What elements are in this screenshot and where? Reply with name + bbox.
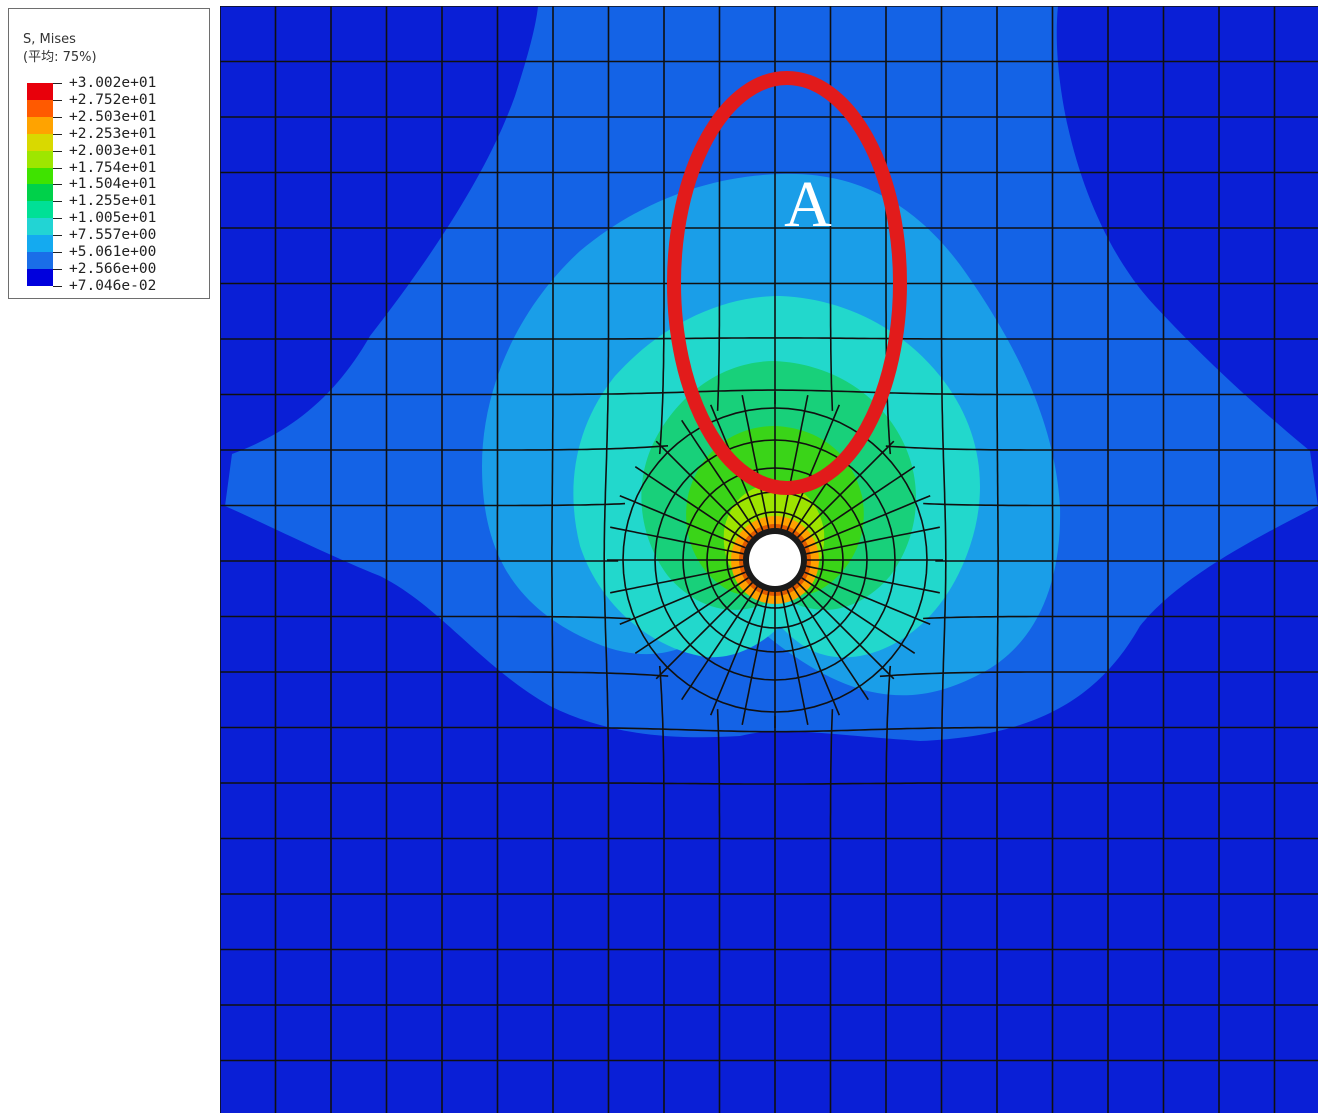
mesh-line — [706, 491, 844, 629]
mesh-line — [610, 526, 744, 555]
legend-value-label: +1.005e+01 — [69, 210, 157, 227]
annotation-label: A — [784, 168, 832, 241]
mesh-line — [716, 709, 721, 1113]
mesh-line — [220, 782, 1318, 785]
legend-value-label: +7.557e+00 — [69, 227, 157, 244]
legend-swatch — [27, 268, 53, 287]
mesh-line — [885, 445, 1318, 451]
mesh-line — [619, 571, 746, 626]
mesh-line — [622, 407, 928, 713]
mesh-line — [655, 440, 753, 538]
legend-swatch — [27, 184, 53, 202]
legend-tick — [53, 133, 62, 135]
mesh-line — [603, 6, 610, 1113]
mesh-line — [551, 6, 554, 1113]
legend-tick — [53, 201, 62, 203]
legend-swatch — [27, 167, 53, 185]
contour-legend: S, Mises (平均: 75%) +3.002e+01 +2.752e+01 +… — [8, 8, 210, 299]
mesh-line — [806, 526, 940, 555]
legend-tick — [53, 167, 62, 169]
legend-tick — [53, 252, 62, 253]
legend-swatch — [27, 116, 53, 135]
legend-value-label: +1.754e+01 — [69, 159, 157, 176]
legend-value-label: +5.061e+00 — [69, 244, 157, 260]
mesh-line — [829, 6, 834, 411]
mesh-line — [923, 615, 1318, 620]
mesh-line — [220, 502, 626, 507]
legend-swatch — [27, 252, 53, 270]
mesh-line — [885, 665, 892, 1113]
hole — [749, 534, 801, 586]
mesh-line — [681, 586, 758, 701]
mesh-line — [619, 494, 746, 549]
mesh-line — [681, 419, 758, 534]
mesh-line — [220, 337, 1318, 340]
legend-title: S, Mises — [23, 32, 76, 47]
legend-value-label: +1.504e+01 — [69, 176, 157, 193]
mesh-line — [780, 591, 809, 725]
mesh-line — [829, 709, 834, 1113]
mesh-line — [220, 671, 669, 677]
legend-value-label: +3.002e+01 — [69, 75, 157, 91]
mesh-line — [716, 6, 721, 411]
mesh-line — [806, 565, 940, 594]
legend-swatch — [27, 133, 53, 152]
mesh-line — [658, 6, 665, 455]
mesh-line — [780, 395, 809, 529]
legend-tick — [53, 116, 62, 118]
finite-element-mesh — [220, 6, 1318, 1113]
mesh-line — [792, 586, 869, 701]
legend-swatch — [27, 150, 53, 168]
mesh-line — [879, 671, 1318, 678]
mesh-line — [220, 389, 1318, 396]
mesh-line — [804, 571, 931, 626]
mesh-line — [726, 511, 824, 609]
mesh-line — [709, 589, 764, 716]
mesh-line — [804, 494, 931, 549]
legend-swatch — [27, 201, 53, 219]
mesh-line — [786, 404, 841, 531]
legend-value-label: +2.752e+01 — [69, 91, 157, 108]
mesh-line — [741, 591, 770, 725]
annotation-ellipse — [667, 71, 907, 495]
legend-value-label: +7.046e-02 — [69, 277, 157, 294]
legend-tick — [53, 83, 62, 84]
mesh-line — [741, 395, 770, 529]
legend-value-label: +2.566e+00 — [69, 260, 157, 277]
legend-tick — [53, 235, 62, 237]
legend-tick — [53, 218, 62, 220]
mesh-line — [658, 665, 665, 1113]
legend-tick — [53, 99, 62, 101]
mesh-line — [655, 582, 753, 680]
mesh-line — [634, 466, 749, 543]
mesh-line — [634, 577, 749, 654]
legend-swatch — [27, 99, 53, 118]
legend-tick — [53, 268, 62, 270]
legend-value-label: +1.255e+01 — [69, 193, 157, 210]
mesh-line — [940, 6, 947, 1113]
legend-subtitle: (平均: 75%) — [23, 50, 97, 65]
mesh-line — [797, 582, 895, 680]
mesh-line — [996, 6, 999, 1113]
fea-stress-contour-plot: A — [220, 6, 1318, 1113]
mesh-line — [786, 589, 841, 716]
legend-value-label: +2.503e+01 — [69, 108, 157, 125]
mesh-line — [220, 615, 631, 620]
mesh-line — [654, 439, 896, 681]
legend-value-label: +2.253e+01 — [69, 125, 157, 142]
legend-swatch — [27, 83, 53, 101]
legend-swatch — [27, 235, 53, 253]
mesh-line — [220, 726, 1318, 733]
mesh-line — [797, 440, 895, 538]
legend-tick — [53, 285, 62, 287]
mesh-line — [220, 445, 669, 451]
mesh-line — [801, 577, 916, 654]
legend-value-label: +2.003e+01 — [69, 142, 157, 159]
mesh-line — [923, 502, 1318, 507]
mesh-line — [801, 466, 916, 543]
legend-tick — [53, 150, 62, 152]
mesh-line — [610, 565, 744, 594]
legend-tick — [53, 184, 62, 186]
legend-swatch — [27, 218, 53, 236]
